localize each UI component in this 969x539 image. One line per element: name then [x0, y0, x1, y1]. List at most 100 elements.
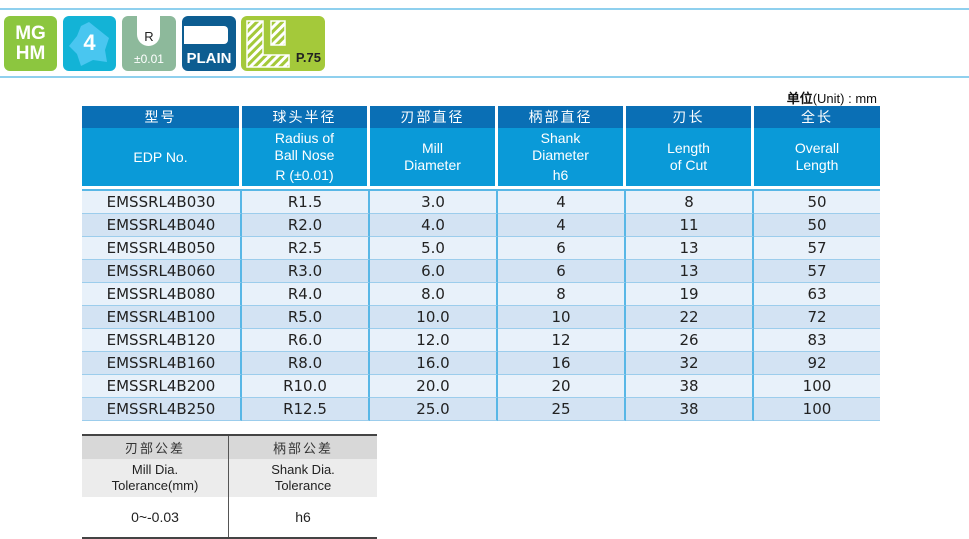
cell-radius: R10.0	[242, 375, 370, 398]
cell-overall-length: 57	[754, 237, 880, 260]
cell-shank-dia: 16	[498, 352, 626, 375]
col-edp-zh: 型号	[82, 106, 242, 128]
table-row: EMSSRL4B250 R12.5 25.0 25 38 100	[82, 398, 880, 421]
material-line-2: HM	[15, 43, 46, 64]
cell-overall-length: 72	[754, 306, 880, 329]
cell-edp: EMSSRL4B030	[82, 191, 242, 214]
table-row: EMSSRL4B060 R3.0 6.0 6 13 57	[82, 260, 880, 283]
hdr-line: Mill Dia.	[131, 462, 179, 477]
cell-radius: R5.0	[242, 306, 370, 329]
cell-overall-length: 100	[754, 398, 880, 421]
spec-table: 型号 球头半径 刃部直径 柄部直径 刃长 全长 EDP No. Radius o…	[82, 106, 880, 421]
radius-label: R	[144, 29, 154, 44]
cell-mill-dia: 12.0	[370, 329, 498, 352]
hdr-line: of Cut	[669, 157, 708, 173]
hdr-line: Length	[667, 140, 710, 156]
table-row: EMSSRL4B040 R2.0 4.0 4 11 50	[82, 214, 880, 237]
cell-edp: EMSSRL4B100	[82, 306, 242, 329]
cell-shank-dia: 4	[498, 191, 626, 214]
tol-shank-value: h6	[228, 497, 377, 539]
gap-cell	[82, 186, 880, 191]
cell-mill-dia: 8.0	[370, 283, 498, 306]
col-oal-en: Overall Length	[754, 128, 880, 186]
col-mill-zh: 刃部直径	[370, 106, 498, 128]
unit-prefix: 单位	[786, 91, 813, 106]
cell-shank-dia: 4	[498, 214, 626, 237]
col-radius-en: Radius of Ball Nose R (±0.01)	[242, 128, 370, 186]
cell-overall-length: 63	[754, 283, 880, 306]
cell-shank-dia: 25	[498, 398, 626, 421]
cell-edp: EMSSRL4B050	[82, 237, 242, 260]
hdr-line: h6	[552, 167, 569, 183]
cell-edp: EMSSRL4B060	[82, 260, 242, 283]
cell-radius: R4.0	[242, 283, 370, 306]
cell-shank-dia: 12	[498, 329, 626, 352]
cell-mill-dia: 3.0	[370, 191, 498, 214]
cell-length-of-cut: 19	[626, 283, 754, 306]
header-row-en: EDP No. Radius of Ball Nose R (±0.01) Mill…	[82, 128, 880, 186]
cell-mill-dia: 10.0	[370, 306, 498, 329]
hdr-line: Length	[795, 157, 839, 173]
cell-radius: R1.5	[242, 191, 370, 214]
cell-length-of-cut: 38	[626, 375, 754, 398]
cell-shank-dia: 10	[498, 306, 626, 329]
hdr-line: Ball Nose	[274, 147, 335, 163]
header-row-zh: 型号 球头半径 刃部直径 柄部直径 刃长 全长	[82, 106, 880, 128]
col-edp-en: EDP No.	[82, 128, 242, 186]
cell-edp: EMSSRL4B080	[82, 283, 242, 306]
cell-mill-dia: 5.0	[370, 237, 498, 260]
col-shank-en: Shank Diameter h6	[498, 128, 626, 186]
col-mill-en: Mill Diameter	[370, 128, 498, 186]
cell-length-of-cut: 26	[626, 329, 754, 352]
hdr-line: Radius of	[274, 130, 335, 146]
hdr-line: Shank Dia.	[271, 462, 335, 477]
tol-shank-en: Shank Dia. Tolerance	[228, 459, 377, 497]
hdr-line: Diameter	[404, 157, 461, 173]
table-row: EMSSRL4B120 R6.0 12.0 12 26 83	[82, 329, 880, 352]
cell-edp: EMSSRL4B120	[82, 329, 242, 352]
cell-radius: R2.5	[242, 237, 370, 260]
unit-label: 单位(Unit) : mm	[787, 88, 877, 107]
tol-header-en: Mill Dia. Tolerance(mm) Shank Dia. Toleran…	[82, 459, 377, 497]
shank-label: PLAIN	[186, 50, 232, 67]
cell-edp: EMSSRL4B250	[82, 398, 242, 421]
cell-mill-dia: 6.0	[370, 260, 498, 283]
ball-radius-icon: R ±0.01	[122, 16, 176, 71]
table-row: EMSSRL4B050 R2.5 5.0 6 13 57	[82, 237, 880, 260]
tol-shank-zh: 柄部公差	[228, 434, 377, 459]
cell-length-of-cut: 8	[626, 191, 754, 214]
hdr-line: Tolerance(mm)	[111, 478, 199, 493]
cell-length-of-cut: 22	[626, 306, 754, 329]
cell-radius: R3.0	[242, 260, 370, 283]
page-ref-icon: P.75	[241, 16, 325, 71]
tol-values: 0~-0.03 h6	[82, 497, 377, 539]
table-body: EMSSRL4B030 R1.5 3.0 4 8 50 EMSSRL4B040 R2.0 4.0…	[82, 191, 880, 421]
cell-overall-length: 50	[754, 191, 880, 214]
tol-mill-zh: 刃部公差	[82, 434, 229, 459]
cell-shank-dia: 20	[498, 375, 626, 398]
cell-length-of-cut: 38	[626, 398, 754, 421]
table-row: EMSSRL4B160 R8.0 16.0 16 32 92	[82, 352, 880, 375]
plain-shank-icon: PLAIN	[182, 16, 236, 71]
page-label: P.75	[295, 50, 321, 65]
hdr-line: Tolerance	[274, 478, 332, 493]
cell-length-of-cut: 13	[626, 260, 754, 283]
cell-radius: R12.5	[242, 398, 370, 421]
cell-mill-dia: 25.0	[370, 398, 498, 421]
table-row: EMSSRL4B200 R10.0 20.0 20 38 100	[82, 375, 880, 398]
cell-overall-length: 100	[754, 375, 880, 398]
radius-tolerance: ±0.01	[134, 52, 164, 66]
unit-text: (Unit) : mm	[812, 91, 877, 106]
hdr-line: Overall	[794, 140, 840, 156]
col-radius-zh: 球头半径	[242, 106, 370, 128]
header-gap	[82, 186, 880, 191]
top-rule	[0, 8, 969, 10]
cell-radius: R8.0	[242, 352, 370, 375]
table-row: EMSSRL4B100 R5.0 10.0 10 22 72	[82, 306, 880, 329]
cell-edp: EMSSRL4B040	[82, 214, 242, 237]
hdr-line: Diameter	[532, 147, 589, 163]
col-loc-zh: 刃长	[626, 106, 754, 128]
cell-edp: EMSSRL4B160	[82, 352, 242, 375]
cell-overall-length: 50	[754, 214, 880, 237]
tol-header-zh: 刃部公差 柄部公差	[82, 434, 377, 459]
